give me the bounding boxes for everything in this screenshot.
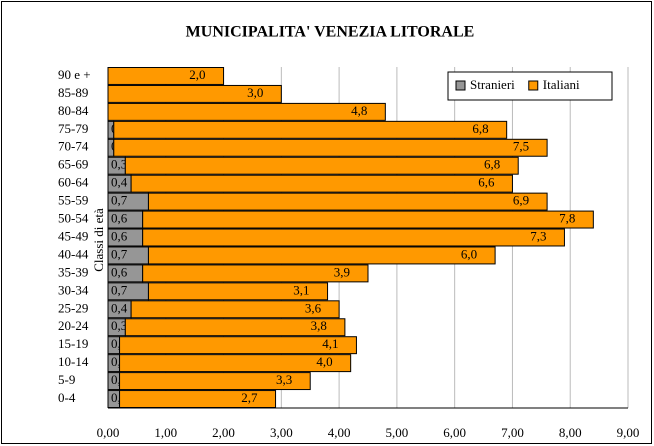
y-tick-label: 65-69 [58, 157, 88, 172]
value-label: 2,0 [189, 67, 205, 82]
value-label: 3,8 [311, 318, 327, 333]
value-label: 6,8 [472, 121, 488, 136]
value-label: 6,8 [484, 157, 500, 172]
legend-swatch [528, 80, 539, 91]
y-tick-label: 25-29 [58, 300, 88, 315]
y-tick-label: 85-89 [58, 85, 88, 100]
value-label: 3,9 [334, 264, 350, 279]
value-label: 0,7 [111, 282, 128, 297]
value-label: 4,8 [351, 103, 367, 118]
value-label: 0,6 [111, 211, 128, 226]
bar-segment [147, 246, 496, 265]
value-label: 0,6 [111, 264, 128, 279]
x-tick-label: 2,00 [212, 425, 235, 440]
bar-segment [142, 264, 369, 283]
bar-segment [119, 336, 357, 355]
x-tick-label: 1,00 [154, 425, 177, 440]
y-tick-label: 60-64 [58, 175, 89, 190]
bar-segment [147, 192, 548, 211]
value-label: 3,0 [247, 85, 263, 100]
value-label: 6,6 [478, 175, 495, 190]
bar-segment [113, 120, 508, 139]
x-tick-label: 6,00 [443, 425, 466, 440]
y-tick-label: 80-84 [58, 103, 89, 118]
x-tick-label: 0,00 [97, 425, 120, 440]
y-tick-label: 55-59 [58, 193, 88, 208]
bar-segment [119, 372, 311, 391]
bar-segment [147, 282, 329, 301]
value-label: 6,0 [461, 246, 477, 261]
bar-segment [142, 228, 565, 247]
value-label: 0,7 [111, 246, 128, 261]
value-label: 7,8 [559, 211, 575, 226]
value-label: 3,1 [293, 282, 309, 297]
y-tick-label: 0-4 [58, 390, 76, 405]
value-label: 0,6 [111, 228, 128, 243]
bar-segment [107, 102, 386, 121]
x-tick-label: 5,00 [386, 425, 409, 440]
bar-segment [113, 138, 548, 157]
x-tick-label: 4,00 [328, 425, 351, 440]
legend-swatch [455, 80, 466, 91]
bar-segment [130, 174, 513, 193]
y-tick-label: 20-24 [58, 318, 89, 333]
value-label: 4,1 [322, 336, 338, 351]
value-label: 7,5 [513, 139, 529, 154]
value-label: 4,0 [316, 354, 332, 369]
y-tick-label: 50-54 [58, 211, 89, 226]
value-label: 3,3 [276, 372, 292, 387]
value-label: 0,4 [111, 300, 128, 315]
y-axis-title: Classi di età [91, 208, 106, 272]
y-tick-label: 70-74 [58, 139, 89, 154]
value-label: 0,3 [111, 157, 127, 172]
y-tick-label: 10-14 [58, 354, 89, 369]
value-label: 6,9 [513, 193, 529, 208]
value-label: 0,3 [111, 318, 127, 333]
bar-segment [142, 210, 594, 229]
y-tick-label: 30-34 [58, 282, 89, 297]
y-tick-label: 15-19 [58, 336, 88, 351]
x-tick-label: 9,00 [617, 425, 640, 440]
x-tick-label: 8,00 [559, 425, 582, 440]
y-tick-label: 35-39 [58, 264, 88, 279]
y-tick-label: 5-9 [58, 372, 75, 387]
x-tick-label: 7,00 [501, 425, 524, 440]
value-label: 7,3 [530, 228, 546, 243]
y-tick-label: 45-49 [58, 228, 88, 243]
bar-segment [107, 67, 225, 85]
value-label: 2,7 [241, 390, 258, 405]
bar-segment [124, 156, 519, 175]
y-tick-label: 75-79 [58, 121, 88, 136]
bar-segment [119, 354, 352, 373]
y-tick-label: 90 e + [58, 67, 91, 82]
value-label: 0,7 [111, 193, 128, 208]
bar-segment [130, 300, 340, 319]
y-tick-label: 40-44 [58, 246, 89, 261]
value-label: 0,4 [111, 175, 128, 190]
x-tick-label: 3,00 [270, 425, 293, 440]
value-label: 3,6 [305, 300, 322, 315]
legend-label: Italiani [543, 77, 580, 92]
bar-segment [124, 318, 346, 337]
legend-label: Stranieri [470, 77, 515, 92]
chart-title: MUNICIPALITA' VENEZIA LITORALE [186, 24, 475, 41]
